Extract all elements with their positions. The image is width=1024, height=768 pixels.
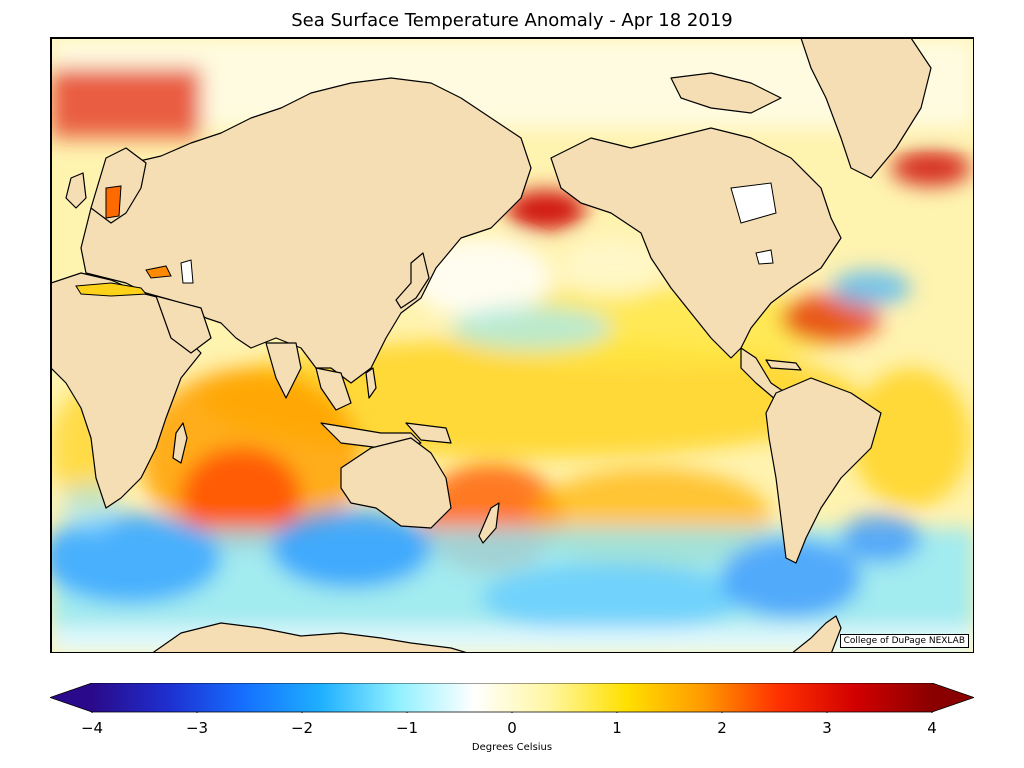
colorbar-extend-low bbox=[50, 683, 92, 712]
colorbar-body bbox=[92, 683, 932, 712]
land-scandinavia bbox=[90, 147, 147, 224]
colorbar-tick-label: −3 bbox=[185, 719, 209, 737]
map-title: Sea Surface Temperature Anomaly - Apr 18… bbox=[291, 10, 733, 31]
land-se-asia bbox=[315, 367, 352, 411]
land-new-zealand bbox=[478, 502, 500, 544]
credit-label: College of DuPage NEXLAB bbox=[839, 634, 969, 648]
land-australia bbox=[340, 437, 452, 529]
baltic-sea bbox=[105, 185, 122, 219]
land-cuba bbox=[765, 359, 802, 371]
land-antarctic-peninsula bbox=[792, 615, 842, 652]
land-south-america bbox=[765, 377, 882, 564]
colorbar-label: Degrees Celsius bbox=[471, 742, 553, 753]
land-greenland bbox=[800, 38, 932, 179]
colorbar-tick-label: 2 bbox=[717, 719, 727, 737]
colorbar-tick-label: 4 bbox=[927, 719, 937, 737]
inland-water bbox=[75, 182, 777, 297]
colorbar-tick-label: 3 bbox=[822, 719, 832, 737]
land-britain bbox=[65, 172, 87, 209]
colorbar-tick-label: −1 bbox=[395, 719, 419, 737]
colorbar-ticks bbox=[91, 712, 933, 713]
land-japan bbox=[395, 252, 430, 309]
land-arabia bbox=[155, 295, 212, 354]
caspian-sea bbox=[180, 259, 194, 284]
colorbar-tick-label: 0 bbox=[507, 719, 517, 737]
colorbar-tick-label: −4 bbox=[80, 719, 104, 737]
land-new-guinea bbox=[405, 422, 452, 444]
colorbar-tick-label: 1 bbox=[612, 719, 622, 737]
colorbar-tick-label: −2 bbox=[290, 719, 314, 737]
map-canvas bbox=[51, 38, 973, 652]
colorbar-extend-high bbox=[932, 683, 974, 712]
hudson-bay bbox=[730, 182, 777, 224]
land-antarctica bbox=[152, 622, 467, 652]
mediterranean bbox=[75, 282, 148, 297]
great-lakes bbox=[755, 249, 774, 265]
land-philippines bbox=[365, 367, 377, 399]
map-border bbox=[51, 38, 973, 652]
land-india bbox=[265, 342, 302, 399]
land-madagascar bbox=[172, 422, 188, 464]
black-sea bbox=[145, 265, 172, 279]
anomaly-map: College of DuPage NEXLAB bbox=[50, 37, 974, 653]
colorbar bbox=[50, 683, 974, 713]
land-arctic-islands bbox=[670, 72, 782, 114]
